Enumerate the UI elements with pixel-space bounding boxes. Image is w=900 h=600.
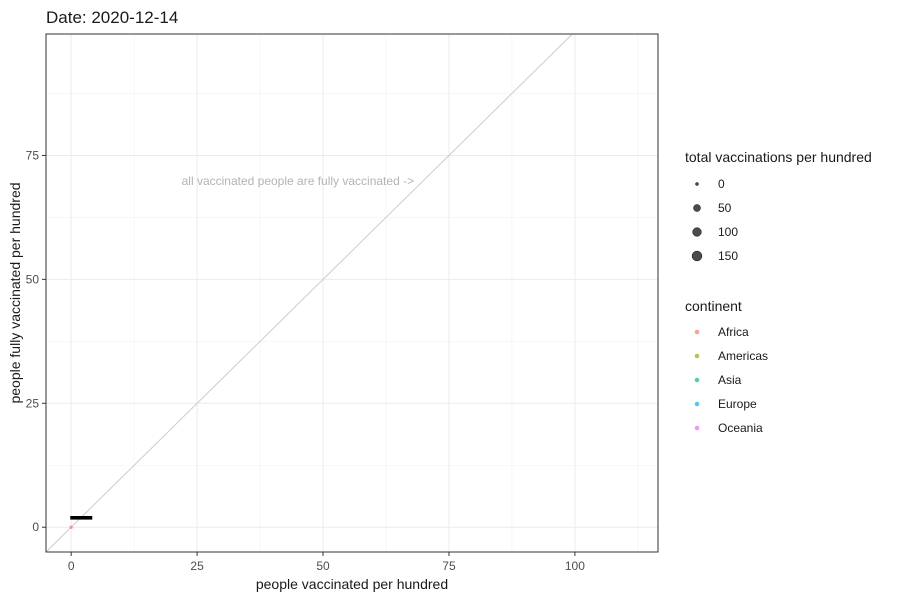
x-tick-label: 0 [68,559,75,573]
continent-legend-label: Europe [718,397,757,411]
continent-legend-key-asia [694,377,700,383]
size-legend-key [693,204,701,212]
grid-minor [46,34,658,552]
continent-legend-key-europe [694,401,700,407]
plot-panel: all vaccinated people are fully vaccinat… [45,33,659,553]
chart-title: Date: 2020-12-14 [46,8,178,27]
x-axis-ticks: 0 25 50 75 100 [68,552,585,573]
size-legend-label: 100 [718,225,738,239]
y-axis-ticks: 0 25 50 75 [26,148,46,534]
x-tick-label: 100 [565,559,585,573]
y-tick-label: 75 [26,148,40,162]
y-tick-label: 0 [32,520,39,534]
grid-major [46,34,658,552]
y-tick-label: 25 [26,396,40,410]
continent-legend-key-americas [694,353,700,359]
size-legend-label: 150 [718,249,738,263]
x-tick-label: 50 [316,559,330,573]
x-tick-label: 75 [442,559,456,573]
size-legend-key [691,250,703,262]
x-axis-title: people vaccinated per hundred [256,576,448,592]
continent-legend-key-oceania [694,425,700,431]
size-legend-label: 50 [718,201,732,215]
size-legend-entries: 0 50 100 150 [691,177,738,263]
continent-legend: continent Africa Americas Asia Europe Oceani… [685,298,768,435]
panel-border [45,33,659,553]
reference-line-layer [45,33,573,553]
points-layer [69,515,93,529]
size-legend-key [695,182,699,186]
annotation-text: all vaccinated people are fully vaccinat… [182,174,414,188]
size-legend-key [692,227,702,237]
y-tick-label: 50 [26,272,40,286]
continent-legend-key-africa [694,329,700,335]
data-point-africa [69,525,73,529]
continent-legend-title: continent [685,298,742,314]
continent-legend-label: Asia [718,373,742,387]
continent-legend-label: Africa [718,325,749,339]
reference-line [45,33,573,553]
y-axis-title: people fully vaccinated per hundred [7,182,23,403]
panel-background [46,34,658,552]
continent-legend-entries: Africa Americas Asia Europe Oceania [694,325,768,435]
x-tick-label: 25 [190,559,204,573]
size-legend-title: total vaccinations per hundred [685,149,872,165]
size-legend: total vaccinations per hundred 0 50 100 150 [685,149,872,263]
continent-legend-label: Oceania [718,421,763,435]
size-legend-label: 0 [718,177,725,191]
point-label-mark [70,515,93,520]
continent-legend-label: Americas [718,349,768,363]
